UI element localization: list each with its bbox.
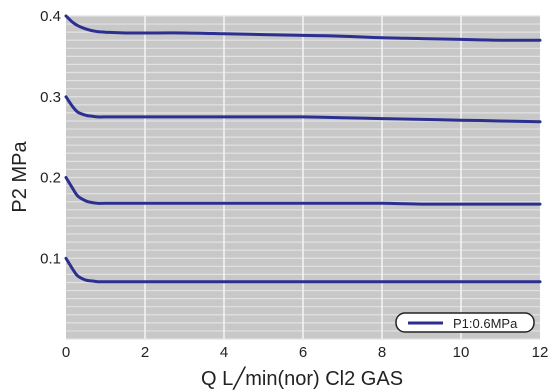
grid-major: [144, 16, 462, 339]
y-tick-label: 0.4: [40, 8, 61, 25]
x-tick-label: 4: [220, 344, 228, 361]
legend-label: P1:0.6MPa: [453, 316, 518, 331]
x-tick-label: 2: [141, 344, 149, 361]
x-tick-labels: 0 2 4 6 8 10 12: [62, 344, 549, 361]
series-line-4: [64, 256, 542, 284]
x-tick-label: 12: [532, 344, 549, 361]
x-tick-label: 10: [453, 344, 470, 361]
y-tick-labels: 0.1 0.2 0.3 0.4: [40, 8, 61, 267]
y-tick-label: 0.2: [40, 170, 61, 187]
x-tick-label: 0: [62, 344, 70, 361]
y-axis-title: P2 MPa: [9, 141, 31, 213]
y-tick-label: 0.1: [40, 250, 61, 267]
series-line-3: [64, 176, 542, 206]
series-line-2: [64, 95, 542, 124]
x-tick-label: 8: [378, 344, 386, 361]
x-axis-title: Q L╱min(nor) Cl2 GAS: [201, 366, 403, 390]
x-tick-label: 6: [299, 344, 307, 361]
y-tick-label: 0.3: [40, 89, 61, 106]
series-line-1: [64, 14, 542, 42]
series-group: [64, 14, 542, 284]
legend-box: [395, 312, 535, 333]
legend: P1:0.6MPa: [395, 312, 535, 333]
